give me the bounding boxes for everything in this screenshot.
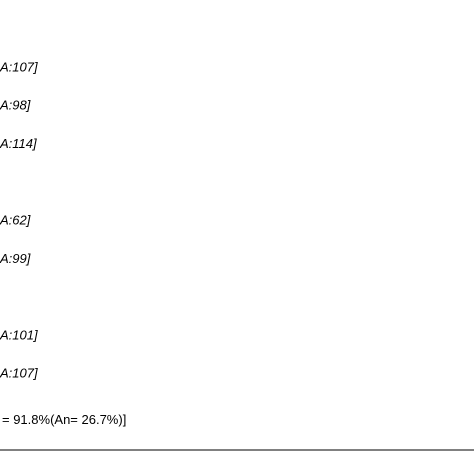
series-label-3: A:98] xyxy=(0,98,31,113)
series-label-10: A:107] xyxy=(0,366,38,381)
series-label-4: A:114] xyxy=(0,136,37,151)
composition-annotation: = 91.8%(An= 26.7%)] xyxy=(2,412,126,427)
series-label-7: A:99] xyxy=(0,251,31,266)
series-label-9: A:101] xyxy=(0,327,38,342)
series-label-6: A:62] xyxy=(0,213,31,228)
series-label-group: A:107] A:98] A:114] A:62] A:99] A:101] A:107] xyxy=(0,59,38,380)
series-label-2: A:107] xyxy=(0,59,38,74)
